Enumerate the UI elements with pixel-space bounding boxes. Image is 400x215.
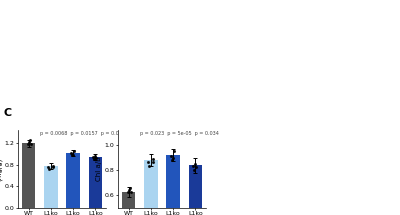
Point xyxy=(25,142,31,146)
Bar xyxy=(22,143,35,208)
Point xyxy=(50,165,56,168)
Point xyxy=(192,162,199,166)
Text: p = 0.023  p = 5e-05  p = 0.034: p = 0.023 p = 5e-05 p = 0.034 xyxy=(140,131,219,136)
Y-axis label: Total Chlorophyll
(mg/g): Total Chlorophyll (mg/g) xyxy=(0,140,2,198)
Point xyxy=(150,158,156,161)
Y-axis label: Chl a/b: Chl a/b xyxy=(96,157,102,181)
Point xyxy=(92,155,99,158)
Point xyxy=(170,156,176,160)
Point xyxy=(68,152,74,155)
Point xyxy=(28,142,34,146)
Point xyxy=(190,165,196,168)
Point xyxy=(93,156,99,160)
Point xyxy=(90,157,97,160)
Bar xyxy=(189,165,202,215)
Text: p = 0.0068  p = 0.0157  p = 0.0085: p = 0.0068 p = 0.0157 p = 0.0085 xyxy=(40,131,128,136)
Point xyxy=(70,153,76,156)
Point xyxy=(90,156,96,159)
Point xyxy=(50,164,56,167)
Text: C: C xyxy=(4,108,12,118)
Bar xyxy=(44,166,58,208)
Point xyxy=(27,139,33,142)
Point xyxy=(190,168,197,171)
Bar xyxy=(66,153,80,208)
Point xyxy=(127,186,133,189)
Point xyxy=(150,160,156,163)
Point xyxy=(146,164,152,168)
Point xyxy=(125,190,131,194)
Point xyxy=(70,149,77,152)
Point xyxy=(170,149,177,152)
Point xyxy=(169,158,175,161)
Point xyxy=(193,166,199,169)
Bar xyxy=(122,192,135,215)
Point xyxy=(45,165,52,168)
Point xyxy=(168,154,174,158)
Bar xyxy=(89,157,102,208)
Point xyxy=(128,190,134,194)
Bar xyxy=(166,155,180,215)
Bar xyxy=(144,160,158,215)
Point xyxy=(126,188,132,191)
Point xyxy=(46,167,52,170)
Point xyxy=(69,154,75,157)
Point xyxy=(26,140,32,144)
Point xyxy=(145,160,152,163)
